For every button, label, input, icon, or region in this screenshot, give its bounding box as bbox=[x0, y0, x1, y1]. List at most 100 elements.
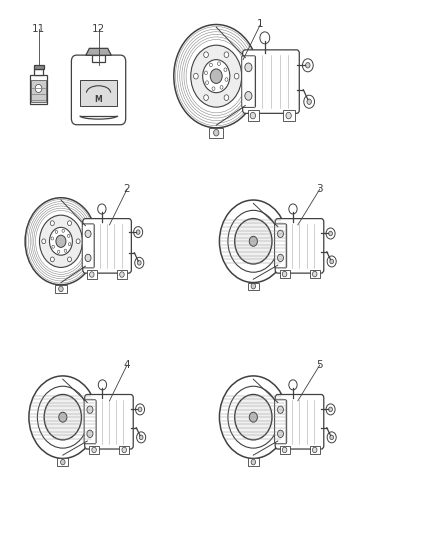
FancyBboxPatch shape bbox=[275, 224, 286, 268]
Circle shape bbox=[87, 406, 93, 414]
Circle shape bbox=[209, 63, 212, 67]
Circle shape bbox=[138, 261, 141, 265]
Circle shape bbox=[212, 87, 215, 91]
Circle shape bbox=[39, 215, 82, 268]
Circle shape bbox=[235, 219, 272, 264]
Circle shape bbox=[277, 254, 283, 262]
Circle shape bbox=[277, 230, 283, 238]
Circle shape bbox=[67, 221, 71, 225]
FancyBboxPatch shape bbox=[85, 394, 133, 449]
Circle shape bbox=[225, 78, 228, 82]
Circle shape bbox=[327, 256, 336, 267]
Circle shape bbox=[219, 376, 287, 458]
Circle shape bbox=[37, 386, 88, 448]
FancyBboxPatch shape bbox=[84, 400, 96, 444]
Bar bbox=[33, 66, 44, 69]
Circle shape bbox=[51, 237, 53, 240]
Circle shape bbox=[59, 286, 63, 292]
Circle shape bbox=[245, 92, 252, 100]
Bar bbox=[280, 446, 290, 454]
Circle shape bbox=[312, 447, 317, 453]
Circle shape bbox=[245, 63, 252, 71]
Circle shape bbox=[42, 239, 46, 244]
Bar bbox=[89, 446, 99, 454]
Circle shape bbox=[283, 271, 287, 277]
Circle shape bbox=[135, 404, 145, 415]
Circle shape bbox=[328, 407, 332, 411]
Circle shape bbox=[224, 95, 229, 101]
Text: 12: 12 bbox=[92, 25, 105, 34]
Circle shape bbox=[98, 204, 106, 214]
Circle shape bbox=[214, 130, 219, 136]
Circle shape bbox=[64, 249, 67, 252]
Circle shape bbox=[330, 435, 334, 440]
Circle shape bbox=[67, 235, 70, 237]
Circle shape bbox=[251, 284, 256, 289]
Circle shape bbox=[289, 380, 297, 390]
Circle shape bbox=[307, 99, 311, 104]
Text: 2: 2 bbox=[124, 184, 131, 194]
Circle shape bbox=[228, 386, 279, 448]
Circle shape bbox=[224, 68, 227, 71]
Circle shape bbox=[194, 74, 198, 79]
Bar bbox=[310, 270, 320, 278]
Text: 11: 11 bbox=[32, 25, 45, 34]
Circle shape bbox=[62, 229, 64, 232]
FancyBboxPatch shape bbox=[82, 224, 94, 268]
Circle shape bbox=[87, 430, 93, 438]
FancyBboxPatch shape bbox=[242, 56, 255, 107]
Circle shape bbox=[220, 85, 223, 89]
Circle shape bbox=[49, 228, 72, 255]
Circle shape bbox=[204, 95, 208, 101]
FancyBboxPatch shape bbox=[275, 400, 286, 444]
Circle shape bbox=[234, 74, 239, 79]
Circle shape bbox=[137, 432, 146, 443]
FancyBboxPatch shape bbox=[83, 219, 131, 273]
Bar bbox=[80, 79, 117, 106]
Circle shape bbox=[203, 60, 230, 93]
Bar bbox=[209, 128, 223, 138]
Circle shape bbox=[218, 62, 220, 66]
Circle shape bbox=[139, 435, 143, 440]
Circle shape bbox=[138, 407, 142, 411]
Circle shape bbox=[135, 257, 144, 268]
Circle shape bbox=[89, 272, 94, 277]
FancyBboxPatch shape bbox=[71, 55, 126, 125]
Bar bbox=[57, 458, 68, 466]
Circle shape bbox=[25, 198, 97, 285]
Circle shape bbox=[85, 230, 91, 238]
Circle shape bbox=[55, 230, 58, 233]
Circle shape bbox=[134, 227, 143, 238]
Bar bbox=[117, 270, 127, 279]
Circle shape bbox=[289, 204, 297, 214]
Circle shape bbox=[56, 235, 66, 247]
Circle shape bbox=[205, 71, 208, 75]
Bar bbox=[92, 55, 105, 61]
Bar bbox=[34, 69, 43, 75]
Circle shape bbox=[44, 394, 81, 440]
Circle shape bbox=[76, 239, 80, 244]
FancyBboxPatch shape bbox=[275, 394, 324, 449]
Circle shape bbox=[35, 84, 42, 93]
Circle shape bbox=[228, 211, 279, 272]
Circle shape bbox=[219, 200, 287, 282]
Circle shape bbox=[277, 406, 283, 414]
Bar bbox=[283, 110, 295, 121]
Text: 4: 4 bbox=[124, 360, 131, 370]
Circle shape bbox=[328, 231, 332, 236]
Circle shape bbox=[205, 81, 208, 84]
Bar bbox=[55, 285, 67, 293]
Text: 1: 1 bbox=[257, 19, 264, 29]
Circle shape bbox=[260, 32, 270, 44]
Circle shape bbox=[85, 254, 91, 262]
Circle shape bbox=[330, 259, 334, 264]
Circle shape bbox=[326, 404, 335, 415]
FancyBboxPatch shape bbox=[243, 50, 299, 114]
Circle shape bbox=[52, 245, 54, 248]
Circle shape bbox=[67, 257, 71, 262]
Circle shape bbox=[60, 459, 65, 465]
Circle shape bbox=[98, 380, 106, 390]
Bar bbox=[248, 282, 259, 290]
Circle shape bbox=[304, 95, 314, 108]
Circle shape bbox=[312, 271, 317, 277]
